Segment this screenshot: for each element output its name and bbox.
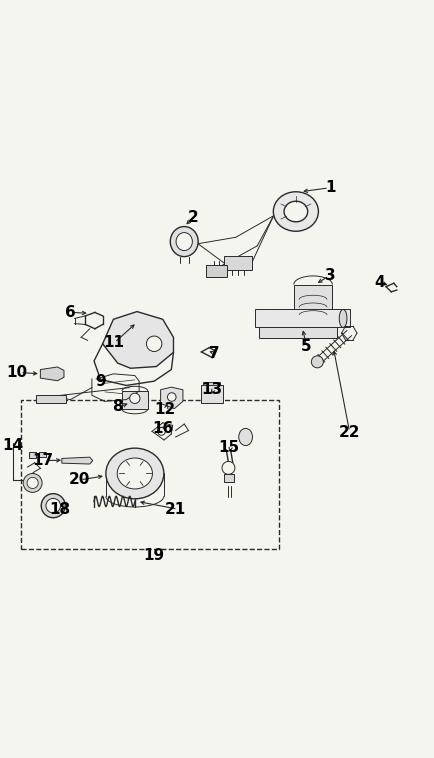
Text: 17: 17	[32, 453, 53, 468]
Ellipse shape	[106, 448, 164, 499]
Text: 15: 15	[219, 440, 240, 456]
Text: 11: 11	[103, 335, 124, 350]
Circle shape	[27, 478, 38, 488]
Polygon shape	[40, 367, 64, 381]
Text: 21: 21	[165, 503, 186, 518]
Circle shape	[222, 462, 235, 475]
Circle shape	[130, 393, 140, 403]
Circle shape	[168, 393, 176, 401]
Bar	[206, 265, 227, 277]
Circle shape	[23, 474, 42, 493]
Text: 2: 2	[187, 211, 198, 225]
Bar	[294, 284, 332, 323]
Polygon shape	[161, 387, 183, 409]
Bar	[39, 452, 46, 457]
Text: 19: 19	[144, 547, 165, 562]
Text: 16: 16	[152, 421, 173, 436]
Bar	[224, 475, 233, 482]
Bar	[29, 452, 36, 459]
Bar	[21, 400, 279, 549]
Polygon shape	[102, 312, 174, 368]
Ellipse shape	[170, 227, 198, 257]
Bar	[36, 395, 66, 402]
Text: 18: 18	[49, 503, 70, 518]
Bar	[255, 309, 349, 327]
Bar	[260, 327, 337, 338]
Circle shape	[41, 493, 65, 518]
Ellipse shape	[284, 201, 308, 222]
Text: 8: 8	[112, 399, 123, 415]
Circle shape	[158, 428, 165, 435]
Ellipse shape	[273, 192, 319, 231]
Bar	[201, 385, 223, 403]
Text: 10: 10	[6, 365, 27, 380]
Circle shape	[311, 356, 323, 368]
Text: 3: 3	[325, 268, 335, 283]
Text: 22: 22	[339, 425, 360, 440]
Bar	[122, 391, 148, 409]
Text: 14: 14	[3, 438, 24, 453]
Bar	[203, 381, 220, 385]
Ellipse shape	[176, 233, 192, 251]
Text: 6: 6	[65, 305, 76, 320]
Ellipse shape	[239, 428, 253, 446]
Text: 7: 7	[209, 346, 220, 361]
Text: 12: 12	[154, 402, 175, 417]
Circle shape	[46, 499, 61, 513]
Bar	[224, 256, 252, 270]
Text: 4: 4	[374, 275, 385, 290]
Ellipse shape	[117, 458, 152, 489]
Circle shape	[146, 336, 162, 352]
Polygon shape	[62, 457, 93, 464]
Ellipse shape	[339, 309, 347, 327]
Text: 1: 1	[325, 180, 335, 196]
Text: 20: 20	[68, 472, 90, 487]
Text: 9: 9	[95, 374, 106, 389]
Text: 13: 13	[201, 382, 223, 397]
Text: 5: 5	[301, 340, 312, 354]
